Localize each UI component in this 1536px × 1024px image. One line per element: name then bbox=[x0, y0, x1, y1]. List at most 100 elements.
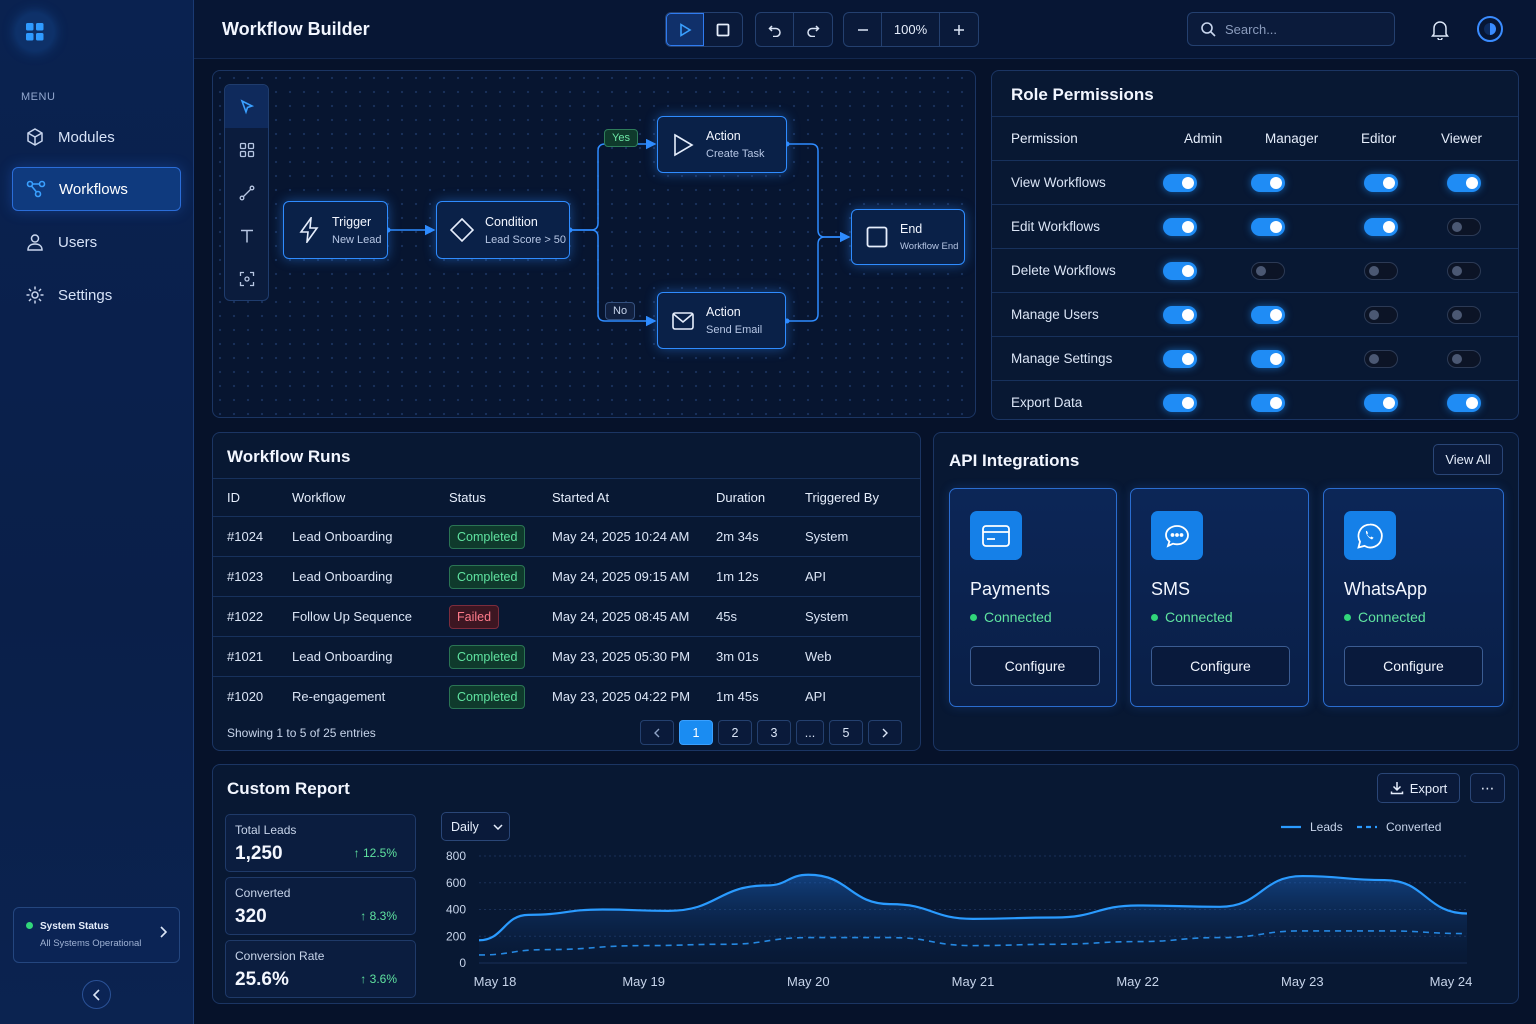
action-create-task-node[interactable]: Action Create Task bbox=[657, 116, 787, 173]
table-row[interactable]: #1020 Re-engagement Completed May 23, 2025 … bbox=[213, 676, 920, 717]
stat-label: Converted bbox=[235, 886, 291, 900]
configure-button[interactable]: Configure bbox=[1344, 646, 1483, 686]
payments-integration-card[interactable]: Payments Connected Configure bbox=[949, 488, 1117, 707]
table-row[interactable]: #1024 Lead Onboarding Completed May 24, 202… bbox=[213, 516, 920, 557]
permission-toggle[interactable] bbox=[1447, 261, 1481, 280]
permission-toggle[interactable] bbox=[1251, 173, 1285, 192]
permission-toggle[interactable] bbox=[1251, 305, 1285, 324]
collapse-sidebar-button[interactable] bbox=[82, 980, 111, 1009]
view-all-button[interactable]: View All bbox=[1433, 444, 1503, 475]
whatsapp-integration-card[interactable]: WhatsApp Connected Configure bbox=[1323, 488, 1504, 707]
table-row[interactable]: #1022 Follow Up Sequence Failed May 24, 202… bbox=[213, 596, 920, 637]
table-cell: May 24, 2025 08:45 AM bbox=[552, 596, 716, 637]
permission-label: Manage Users bbox=[1011, 307, 1099, 322]
permission-toggle[interactable] bbox=[1364, 217, 1398, 236]
node-subtitle: Create Task bbox=[706, 148, 765, 160]
sidebar-item-users[interactable]: Users bbox=[12, 220, 181, 264]
redo-button[interactable] bbox=[794, 13, 832, 46]
permission-toggle[interactable] bbox=[1447, 173, 1481, 192]
permission-row: Delete Workflows bbox=[992, 248, 1518, 292]
end-node[interactable]: End Workflow End bbox=[851, 209, 965, 265]
permission-toggle[interactable] bbox=[1251, 393, 1285, 412]
permission-toggle[interactable] bbox=[1364, 349, 1398, 368]
node-title: Condition bbox=[485, 214, 538, 229]
column-header: Workflow bbox=[292, 478, 449, 517]
profile-avatar-icon[interactable] bbox=[1477, 16, 1503, 42]
table-cell: #1020 bbox=[213, 676, 292, 717]
permission-toggle[interactable] bbox=[1251, 349, 1285, 368]
page-button[interactable]: 1 bbox=[679, 720, 713, 745]
more-options-button[interactable]: ⋯ bbox=[1470, 773, 1505, 803]
permission-row: View Workflows bbox=[992, 160, 1518, 204]
permission-toggle[interactable] bbox=[1163, 173, 1197, 192]
page-ellipsis: ... bbox=[796, 720, 824, 745]
configure-button[interactable]: Configure bbox=[970, 646, 1100, 686]
chevron-right-icon bbox=[159, 926, 167, 938]
custom-report-panel: Custom Report Export ⋯ Total Leads 1,250… bbox=[212, 764, 1519, 1004]
page-button[interactable]: 5 bbox=[829, 720, 863, 745]
sidebar-item-workflows[interactable]: Workflows bbox=[12, 167, 181, 211]
diamond-icon bbox=[449, 218, 475, 242]
permission-toggle[interactable] bbox=[1364, 261, 1398, 280]
permission-toggle[interactable] bbox=[1163, 217, 1197, 236]
table-row[interactable]: #1021 Lead Onboarding Completed May 23, 202… bbox=[213, 636, 920, 677]
series-line-converted bbox=[478, 930, 1468, 956]
permission-toggle[interactable] bbox=[1163, 349, 1197, 368]
stat-change-value: 8.3% bbox=[369, 909, 397, 923]
text-tool[interactable] bbox=[225, 214, 268, 257]
permission-toggle[interactable] bbox=[1447, 305, 1481, 324]
table-row[interactable]: #1023 Lead Onboarding Completed May 24, 202… bbox=[213, 556, 920, 597]
table-cell: 3m 01s bbox=[716, 636, 805, 677]
permission-toggle[interactable] bbox=[1447, 217, 1481, 236]
status-title: System Status bbox=[40, 921, 109, 932]
permission-toggle[interactable] bbox=[1364, 305, 1398, 324]
permission-toggle[interactable] bbox=[1163, 393, 1197, 412]
table-cell: May 23, 2025 04:22 PM bbox=[552, 676, 716, 717]
permission-toggle[interactable] bbox=[1447, 349, 1481, 368]
undo-button[interactable] bbox=[756, 13, 794, 46]
status-badge: Completed bbox=[449, 684, 526, 709]
permission-toggle[interactable] bbox=[1163, 261, 1197, 280]
frame-icon bbox=[239, 271, 254, 286]
grid-tool[interactable] bbox=[225, 128, 268, 171]
workflow-icon bbox=[25, 178, 47, 200]
sms-integration-card[interactable]: SMS Connected Configure bbox=[1130, 488, 1309, 707]
zoom-in-button[interactable] bbox=[940, 13, 978, 46]
x-tick-label: May 23 bbox=[1281, 974, 1324, 989]
action-send-email-node[interactable]: Action Send Email bbox=[657, 292, 786, 349]
permission-toggle[interactable] bbox=[1447, 393, 1481, 412]
node-title: Action bbox=[706, 129, 741, 143]
connector-tool[interactable] bbox=[225, 171, 268, 214]
play-button[interactable] bbox=[666, 13, 704, 46]
export-button[interactable]: Export bbox=[1377, 773, 1460, 803]
condition-node[interactable]: Condition Lead Score > 50 bbox=[436, 201, 570, 259]
integration-status: Connected bbox=[970, 609, 1052, 625]
stat-value: 320 bbox=[235, 906, 267, 927]
permission-toggle[interactable] bbox=[1251, 261, 1285, 280]
sidebar-item-modules[interactable]: Modules bbox=[12, 115, 181, 159]
table-cell: 1m 12s bbox=[716, 556, 805, 597]
period-select[interactable]: Daily bbox=[441, 812, 510, 841]
app-logo-icon[interactable] bbox=[16, 13, 54, 51]
trigger-node[interactable]: Trigger New Lead bbox=[283, 201, 388, 259]
page-button[interactable]: 3 bbox=[757, 720, 791, 745]
search-input[interactable] bbox=[1225, 21, 1375, 37]
permission-toggle[interactable] bbox=[1364, 393, 1398, 412]
permission-toggle[interactable] bbox=[1163, 305, 1197, 324]
page-button[interactable]: 2 bbox=[718, 720, 752, 745]
permission-toggle[interactable] bbox=[1364, 173, 1398, 192]
workflow-canvas[interactable]: Yes No Trigger New Lead Condition Lead Sco… bbox=[212, 70, 976, 418]
permission-label: View Workflows bbox=[1011, 175, 1106, 190]
select-tool[interactable] bbox=[225, 85, 268, 128]
sidebar-item-settings[interactable]: Settings bbox=[12, 273, 181, 317]
frame-tool[interactable] bbox=[225, 257, 268, 300]
permission-toggle[interactable] bbox=[1251, 217, 1285, 236]
prev-page-button[interactable] bbox=[640, 720, 674, 745]
next-page-button[interactable] bbox=[868, 720, 902, 745]
zoom-out-button[interactable] bbox=[844, 13, 882, 46]
configure-button[interactable]: Configure bbox=[1151, 646, 1290, 686]
notification-bell-icon[interactable] bbox=[1430, 19, 1450, 40]
system-status-card[interactable]: System Status All Systems Operational bbox=[13, 907, 180, 963]
redo-icon bbox=[807, 24, 820, 37]
stop-button[interactable] bbox=[704, 13, 742, 46]
